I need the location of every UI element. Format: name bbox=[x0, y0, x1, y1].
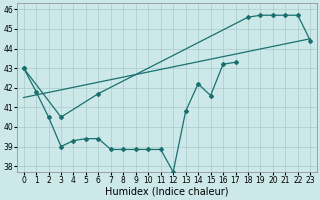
X-axis label: Humidex (Indice chaleur): Humidex (Indice chaleur) bbox=[105, 187, 229, 197]
